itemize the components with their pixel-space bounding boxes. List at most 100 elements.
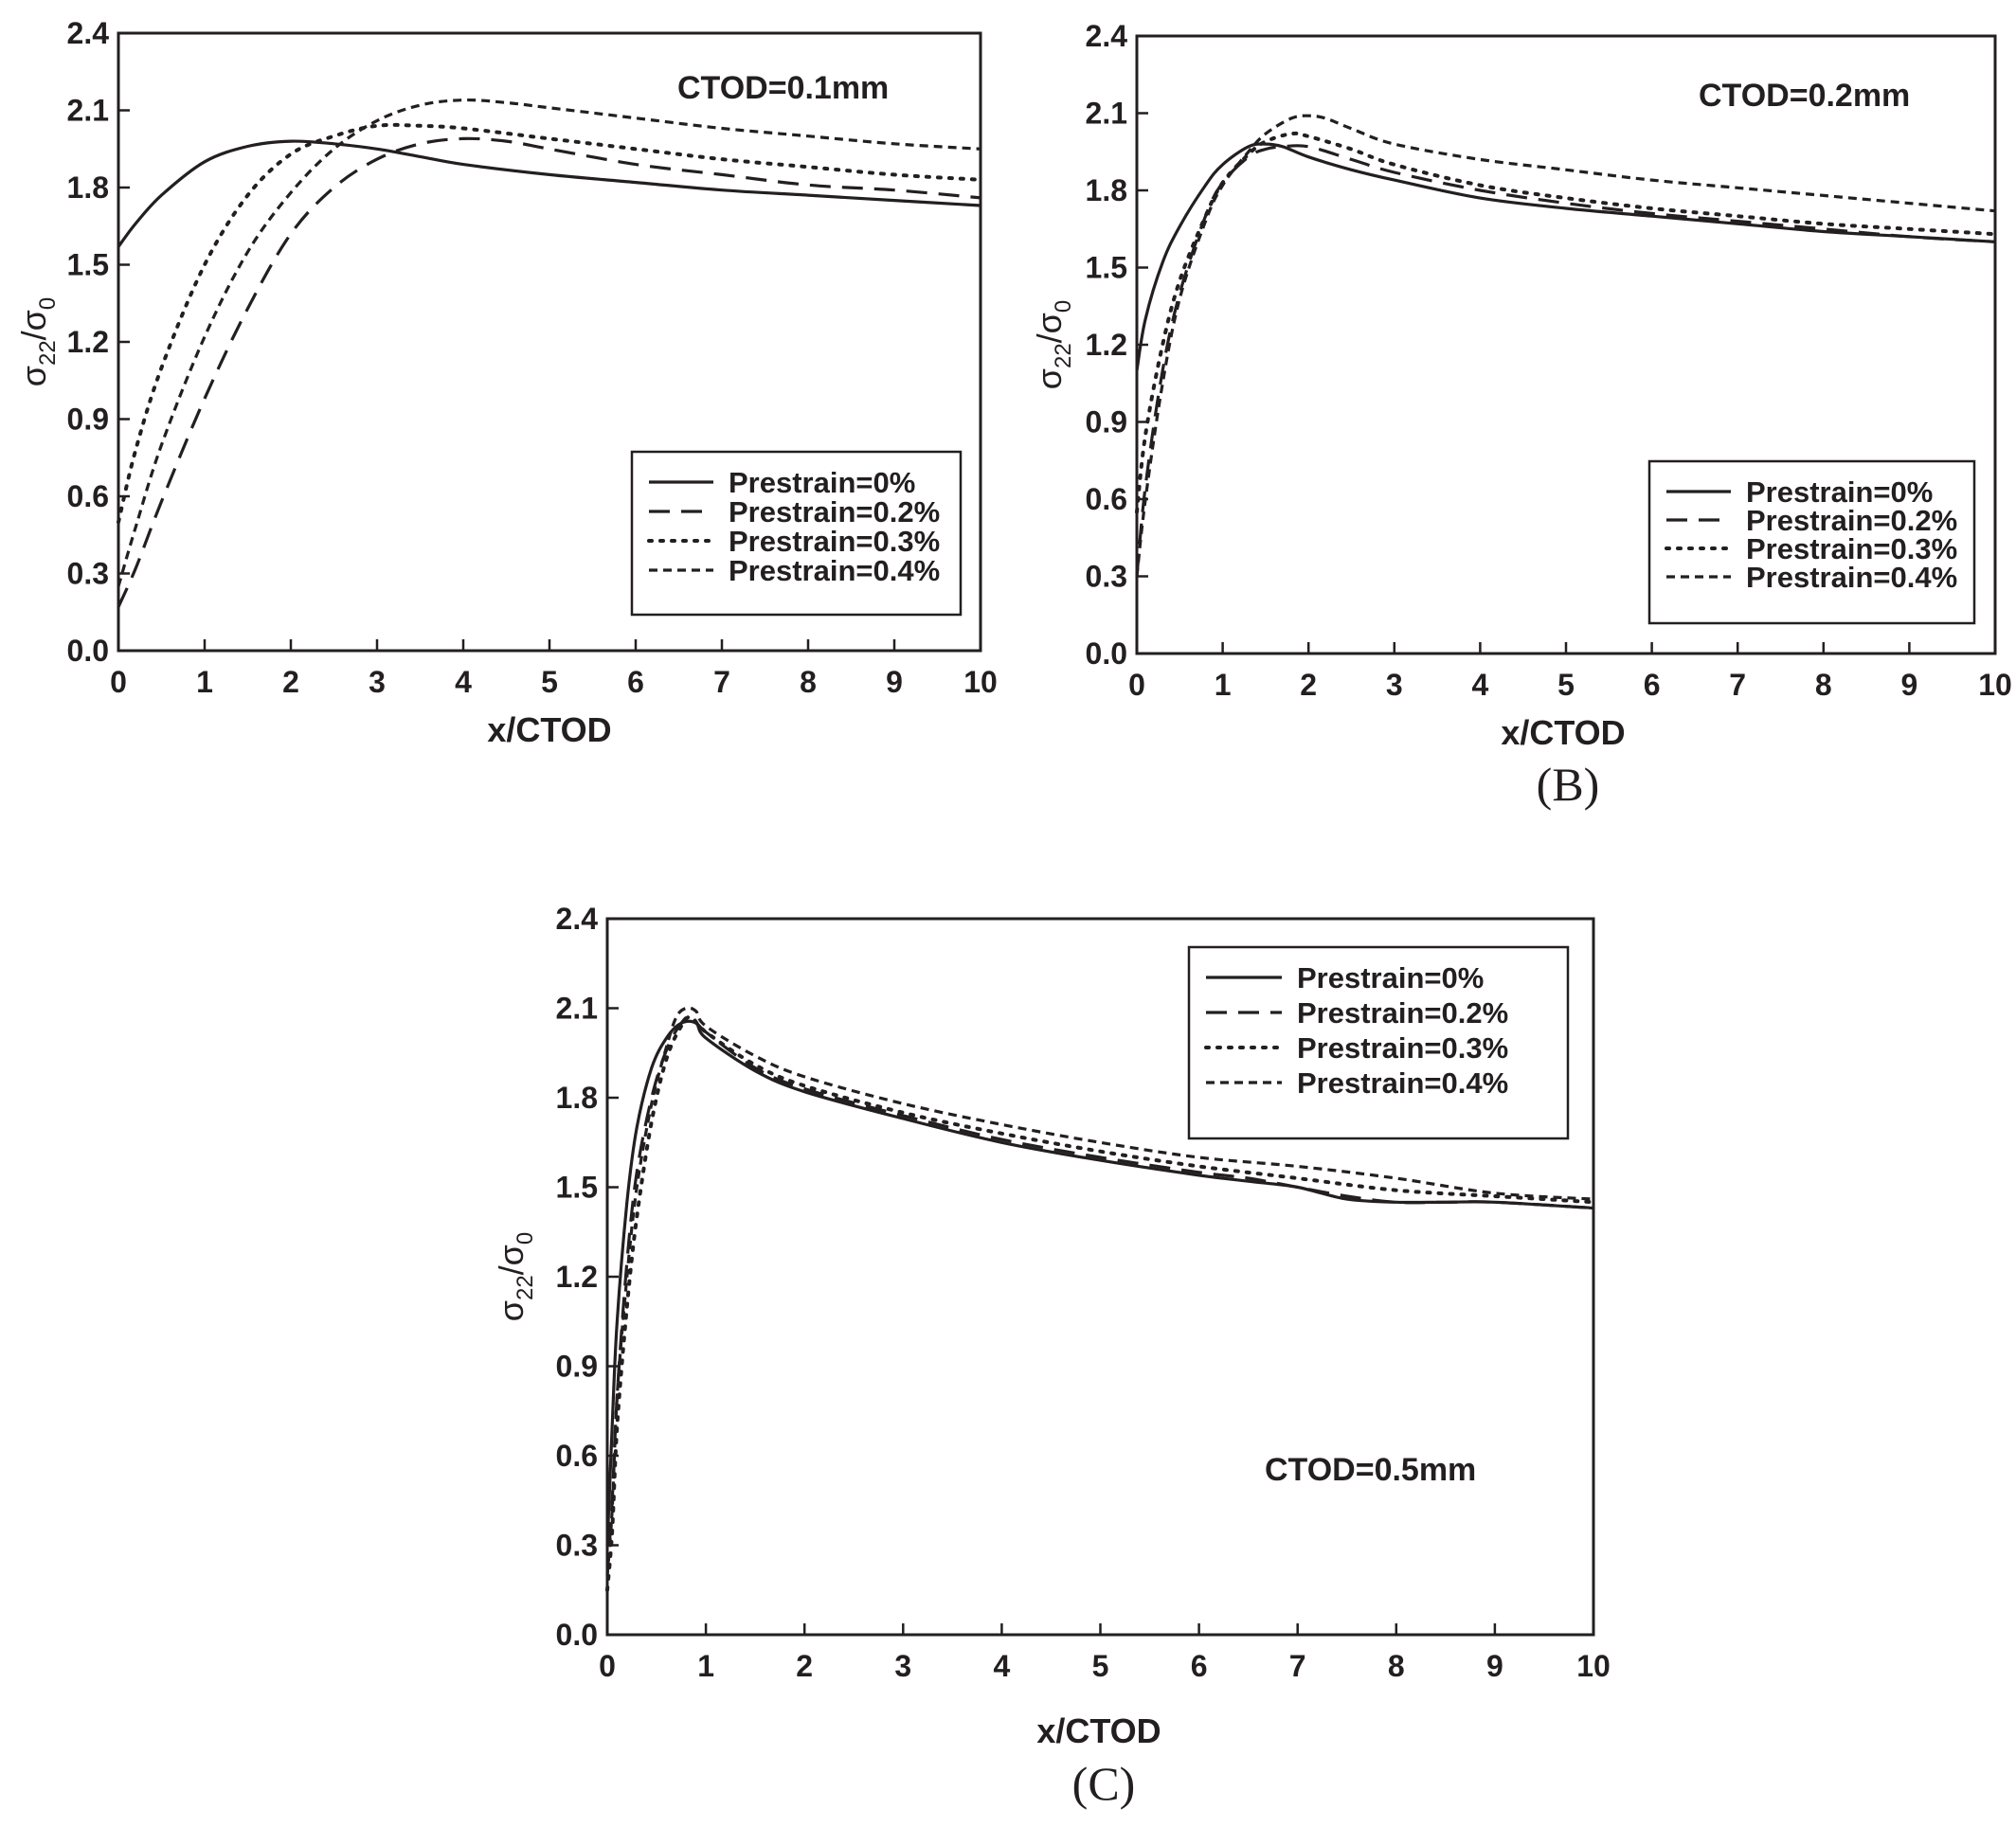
x-tick-label: 1 xyxy=(697,1649,714,1683)
y-axis: 0.0 0.3 0.6 0.9 1.2 1.5 1.8 2.1 2.4 xyxy=(67,16,130,668)
x-axis: 0 1 2 3 4 5 6 7 8 9 10 xyxy=(110,639,998,699)
series-line-prestrain-0-3- xyxy=(605,1014,1595,1592)
y-axis: 0.0 0.3 0.6 0.9 1.2 1.5 1.8 2.1 2.4 xyxy=(556,902,619,1652)
chart-panel-c: 0 1 2 3 4 5 6 7 8 9 10 0.0 0.3 0.6 0.9 1.2 1.5 1.8 2.1 2.4… xyxy=(492,902,1611,1810)
legend-label: Prestrain=0% xyxy=(1297,961,1484,994)
ctod-annotation: CTOD=0.1mm xyxy=(677,70,889,106)
legend-label: Prestrain=0.3% xyxy=(1297,1031,1508,1065)
x-tick-label: 7 xyxy=(1729,668,1746,702)
x-tick-label: 10 xyxy=(1576,1649,1611,1683)
y-tick-label: 2.4 xyxy=(1086,19,1128,53)
x-tick-label: 1 xyxy=(196,665,213,699)
series-line-prestrain-0-4- xyxy=(1135,114,1996,577)
svg-text:σ22/σ0: σ22/σ0 xyxy=(14,297,61,387)
x-tick-label: 0 xyxy=(1128,668,1145,702)
legend-label: Prestrain=0.3% xyxy=(1746,532,1957,565)
chart-panel-a: 0 1 2 3 4 5 6 7 8 9 10 0.0 0.3 0.6 0.9 1.2 1.5 1.8 2.1 2.4… xyxy=(14,16,998,749)
series-line-prestrain-0-2- xyxy=(117,136,981,608)
y-tick-label: 1.8 xyxy=(1086,173,1127,207)
x-tick-label: 0 xyxy=(110,665,127,699)
y-tick-label: 0.3 xyxy=(1086,560,1127,594)
y-tick-label: 0.9 xyxy=(67,403,109,437)
x-tick-label: 9 xyxy=(1901,668,1918,702)
legend-items: Prestrain=0%Prestrain=0.2%Prestrain=0.3%… xyxy=(1204,961,1508,1100)
y-tick-label: 1.2 xyxy=(556,1260,598,1294)
series-line-prestrain-0-2- xyxy=(605,1014,1594,1576)
panel-label-c: (C) xyxy=(1072,1757,1136,1810)
y-tick-label: 1.8 xyxy=(556,1081,598,1115)
x-axis: 0 1 2 3 4 5 6 7 8 9 10 xyxy=(599,1623,1611,1683)
y-axis-label: σ22/σ0 xyxy=(1030,300,1076,390)
legend-box xyxy=(1187,945,1570,1140)
y-tick-label: 0.6 xyxy=(556,1439,598,1473)
legend-box xyxy=(630,450,963,617)
x-axis-label: x/CTOD xyxy=(487,710,611,749)
x-tick-label: 6 xyxy=(1191,1649,1208,1683)
panel-label-b: (B) xyxy=(1537,758,1600,811)
y-axis-label: σ22/σ0 xyxy=(14,297,61,387)
series-line-prestrain-0-4- xyxy=(605,1006,1594,1576)
x-tick-label: 5 xyxy=(1557,668,1575,702)
y-tick-label: 0.3 xyxy=(67,557,109,591)
y-tick-label: 2.4 xyxy=(556,902,599,936)
y-tick-label: 1.5 xyxy=(1086,251,1127,285)
legend-label: Prestrain=0.2% xyxy=(729,495,940,528)
y-tick-label: 1.8 xyxy=(67,170,109,205)
y-tick-label: 2.1 xyxy=(67,94,109,128)
series-line-prestrain-0-3- xyxy=(117,122,982,525)
x-tick-label: 8 xyxy=(1388,1649,1405,1683)
legend-label: Prestrain=0% xyxy=(729,466,915,499)
series-line-prestrain-0-3- xyxy=(1135,131,1997,514)
x-tick-label: 4 xyxy=(1472,668,1489,702)
series-line-prestrain-0- xyxy=(605,1019,1594,1546)
y-tick-label: 0.3 xyxy=(556,1529,598,1563)
x-tick-label: 2 xyxy=(282,665,299,699)
x-tick-label: 3 xyxy=(1386,668,1403,702)
x-tick-label: 9 xyxy=(886,665,903,699)
legend-label: Prestrain=0.2% xyxy=(1297,996,1508,1030)
legend: Prestrain=0%Prestrain=0.2%Prestrain=0.3%… xyxy=(1647,459,1976,625)
y-tick-label: 2.4 xyxy=(67,16,110,50)
x-tick-label: 4 xyxy=(455,665,472,699)
y-tick-label: 2.1 xyxy=(1086,97,1127,131)
legend-label: Prestrain=0% xyxy=(1746,475,1933,509)
series-line-prestrain-0-2- xyxy=(1135,144,1996,577)
x-tick-label: 10 xyxy=(1978,668,2012,702)
legend-label: Prestrain=0.4% xyxy=(729,554,940,587)
x-tick-label: 4 xyxy=(994,1649,1011,1683)
legend-box xyxy=(1647,459,1976,625)
svg-text:σ22/σ0: σ22/σ0 xyxy=(492,1232,538,1322)
series-layer xyxy=(605,1006,1595,1592)
y-tick-label: 0.0 xyxy=(1086,636,1127,671)
y-tick-label: 2.1 xyxy=(556,992,598,1026)
x-tick-label: 10 xyxy=(963,665,998,699)
x-tick-label: 6 xyxy=(1644,668,1661,702)
x-tick-label: 3 xyxy=(894,1649,911,1683)
x-tick-label: 7 xyxy=(713,665,730,699)
legend-items: Prestrain=0%Prestrain=0.2%Prestrain=0.3%… xyxy=(647,466,940,587)
legend-label: Prestrain=0.2% xyxy=(1746,504,1957,537)
series-line-prestrain-0- xyxy=(117,139,981,248)
series-line-prestrain-0- xyxy=(1135,142,1996,371)
y-tick-label: 1.2 xyxy=(1086,328,1127,362)
x-tick-label: 1 xyxy=(1215,668,1232,702)
y-axis-label: σ22/σ0 xyxy=(492,1232,538,1322)
x-tick-label: 2 xyxy=(796,1649,813,1683)
x-tick-label: 3 xyxy=(369,665,386,699)
y-tick-label: 0.9 xyxy=(556,1350,598,1384)
legend-label: Prestrain=0.4% xyxy=(1746,561,1957,594)
x-tick-label: 2 xyxy=(1300,668,1317,702)
x-tick-label: 8 xyxy=(1815,668,1832,702)
legend-items: Prestrain=0%Prestrain=0.2%Prestrain=0.3%… xyxy=(1665,475,1957,594)
series-layer xyxy=(117,98,982,608)
x-axis: 0 1 2 3 4 5 6 7 8 9 10 xyxy=(1128,642,2012,702)
y-tick-label: 0.6 xyxy=(67,479,109,513)
chart-panel-b: 0 1 2 3 4 5 6 7 8 9 10 0.0 0.3 0.6 0.9 1.2 1.5 1.8 2.1 2.4… xyxy=(1030,19,2012,811)
svg-text:σ22/σ0: σ22/σ0 xyxy=(1030,300,1076,390)
y-tick-label: 0.6 xyxy=(1086,482,1127,516)
y-tick-label: 1.5 xyxy=(556,1171,598,1205)
x-tick-label: 6 xyxy=(627,665,644,699)
y-tick-label: 0.0 xyxy=(67,634,109,668)
legend: Prestrain=0%Prestrain=0.2%Prestrain=0.3%… xyxy=(630,450,963,617)
